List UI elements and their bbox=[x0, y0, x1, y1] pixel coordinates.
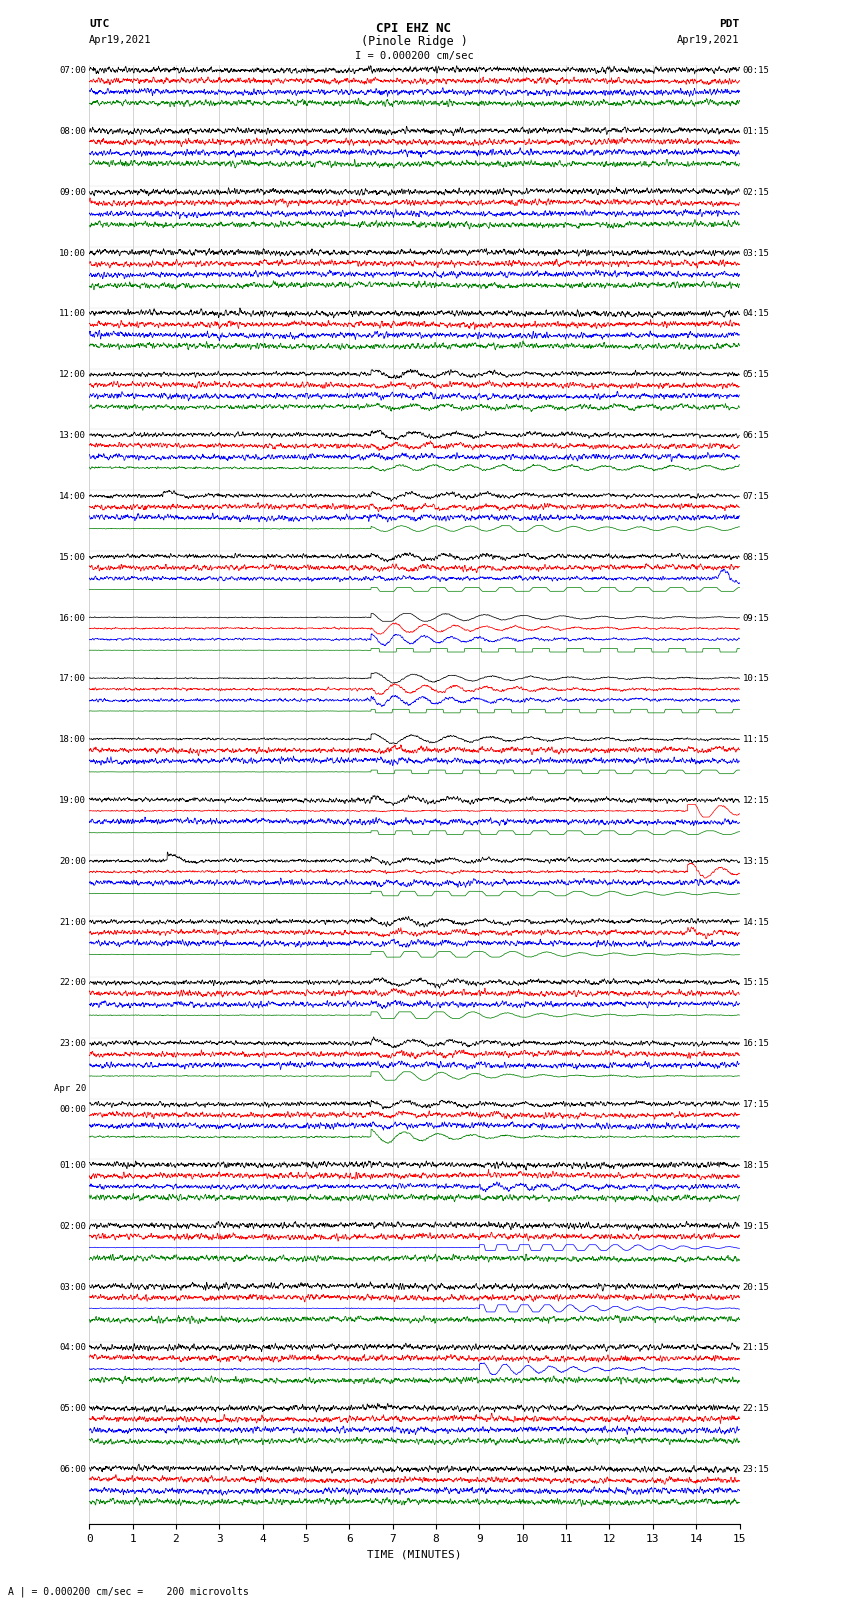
Text: 03:15: 03:15 bbox=[743, 248, 769, 258]
Text: 15:00: 15:00 bbox=[60, 553, 86, 561]
Text: I = 0.000200 cm/sec: I = 0.000200 cm/sec bbox=[354, 52, 473, 61]
X-axis label: TIME (MINUTES): TIME (MINUTES) bbox=[367, 1550, 462, 1560]
Text: 21:15: 21:15 bbox=[743, 1344, 769, 1352]
Text: 08:15: 08:15 bbox=[743, 553, 769, 561]
Text: 01:15: 01:15 bbox=[743, 127, 769, 135]
Text: 12:15: 12:15 bbox=[743, 795, 769, 805]
Text: 17:15: 17:15 bbox=[743, 1100, 769, 1110]
Text: 05:00: 05:00 bbox=[60, 1405, 86, 1413]
Text: 18:15: 18:15 bbox=[743, 1161, 769, 1169]
Text: 21:00: 21:00 bbox=[60, 918, 86, 926]
Text: 02:00: 02:00 bbox=[60, 1221, 86, 1231]
Text: 15:15: 15:15 bbox=[743, 979, 769, 987]
Text: 23:00: 23:00 bbox=[60, 1039, 86, 1048]
Text: (Pinole Ridge ): (Pinole Ridge ) bbox=[360, 35, 468, 48]
Text: 04:15: 04:15 bbox=[743, 310, 769, 318]
Text: 11:00: 11:00 bbox=[60, 310, 86, 318]
Text: 01:00: 01:00 bbox=[60, 1161, 86, 1169]
Text: 16:00: 16:00 bbox=[60, 613, 86, 623]
Text: 08:00: 08:00 bbox=[60, 127, 86, 135]
Text: 11:15: 11:15 bbox=[743, 736, 769, 744]
Text: 12:00: 12:00 bbox=[60, 371, 86, 379]
Text: 10:15: 10:15 bbox=[743, 674, 769, 684]
Text: 00:15: 00:15 bbox=[743, 66, 769, 76]
Text: 22:00: 22:00 bbox=[60, 979, 86, 987]
Text: 16:15: 16:15 bbox=[743, 1039, 769, 1048]
Text: 13:15: 13:15 bbox=[743, 857, 769, 866]
Text: Apr19,2021: Apr19,2021 bbox=[89, 35, 152, 45]
Text: Apr 20: Apr 20 bbox=[54, 1084, 86, 1094]
Text: A | = 0.000200 cm/sec =    200 microvolts: A | = 0.000200 cm/sec = 200 microvolts bbox=[8, 1586, 249, 1597]
Text: 09:15: 09:15 bbox=[743, 613, 769, 623]
Text: 20:15: 20:15 bbox=[743, 1282, 769, 1292]
Text: 19:00: 19:00 bbox=[60, 795, 86, 805]
Text: 23:15: 23:15 bbox=[743, 1465, 769, 1474]
Text: 13:00: 13:00 bbox=[60, 431, 86, 440]
Text: 14:15: 14:15 bbox=[743, 918, 769, 926]
Text: 06:15: 06:15 bbox=[743, 431, 769, 440]
Text: 22:15: 22:15 bbox=[743, 1405, 769, 1413]
Text: 07:00: 07:00 bbox=[60, 66, 86, 76]
Text: 09:00: 09:00 bbox=[60, 187, 86, 197]
Text: 03:00: 03:00 bbox=[60, 1282, 86, 1292]
Text: 10:00: 10:00 bbox=[60, 248, 86, 258]
Text: 00:00: 00:00 bbox=[60, 1105, 86, 1113]
Text: 20:00: 20:00 bbox=[60, 857, 86, 866]
Text: 05:15: 05:15 bbox=[743, 371, 769, 379]
Text: 02:15: 02:15 bbox=[743, 187, 769, 197]
Text: 17:00: 17:00 bbox=[60, 674, 86, 684]
Text: CPI EHZ NC: CPI EHZ NC bbox=[377, 23, 451, 35]
Text: 07:15: 07:15 bbox=[743, 492, 769, 502]
Text: UTC: UTC bbox=[89, 19, 110, 29]
Text: PDT: PDT bbox=[719, 19, 740, 29]
Text: Apr19,2021: Apr19,2021 bbox=[677, 35, 740, 45]
Text: 06:00: 06:00 bbox=[60, 1465, 86, 1474]
Text: 18:00: 18:00 bbox=[60, 736, 86, 744]
Text: 19:15: 19:15 bbox=[743, 1221, 769, 1231]
Text: 14:00: 14:00 bbox=[60, 492, 86, 502]
Text: 04:00: 04:00 bbox=[60, 1344, 86, 1352]
